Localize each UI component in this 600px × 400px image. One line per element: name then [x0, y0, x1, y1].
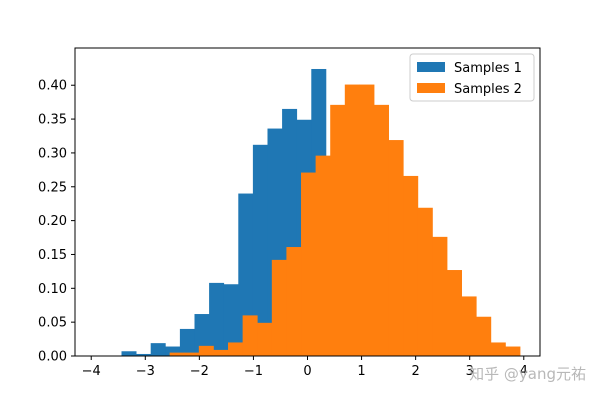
bar-series-1 — [194, 314, 210, 356]
bar-series-2 — [169, 352, 185, 356]
x-tick-label: 4 — [520, 364, 528, 379]
x-tick-label: −2 — [190, 364, 209, 379]
y-tick-label: 0.00 — [38, 350, 67, 365]
x-tick-label: 2 — [411, 364, 419, 379]
bar-series-2 — [461, 296, 477, 356]
bar-series-2 — [447, 270, 462, 356]
bar-series-2 — [242, 315, 258, 356]
y-tick-label: 0.15 — [38, 248, 67, 263]
bar-series-2 — [213, 349, 229, 356]
x-tick-label: −1 — [244, 364, 263, 379]
watermark: 知乎 @yang元祐 — [469, 365, 586, 383]
bar-series-2 — [490, 342, 506, 356]
bar-series-2 — [257, 322, 273, 356]
legend-swatch — [417, 83, 445, 93]
bar-series-1 — [209, 282, 225, 356]
bar-series-2 — [505, 346, 521, 356]
bar-series-2 — [198, 345, 214, 356]
bar-series-2 — [301, 172, 317, 356]
bar-series-2 — [344, 84, 360, 357]
bar-series-1 — [165, 346, 181, 356]
bar-series-2 — [432, 236, 448, 356]
bar-series-1 — [121, 351, 137, 356]
x-tick-label: −3 — [136, 364, 155, 379]
y-tick-label: 0.30 — [38, 146, 67, 161]
bar-series-2 — [388, 140, 404, 356]
legend: Samples 1 Samples 2 — [409, 53, 535, 102]
bar-series-2 — [374, 104, 390, 356]
legend-label: Samples 2 — [454, 82, 522, 97]
bars-layer — [121, 68, 521, 357]
bar-series-2 — [476, 316, 492, 356]
y-tick-label: 0.10 — [38, 282, 67, 297]
x-tick-label: 1 — [357, 364, 365, 379]
x-tick-label: 0 — [303, 364, 311, 379]
y-tick-label: 0.40 — [38, 79, 67, 94]
bar-series-2 — [330, 104, 346, 356]
bar-series-1 — [136, 353, 152, 356]
x-tick-label: 3 — [466, 364, 474, 379]
bar-series-2 — [315, 155, 331, 356]
bar-series-2 — [184, 352, 200, 356]
bar-series-2 — [417, 207, 433, 356]
legend-swatch — [417, 62, 445, 72]
x-axis: −4 −3 −2 −1 0 1 2 3 4 — [82, 356, 528, 379]
bar-series-2 — [359, 84, 375, 357]
bar-series-2 — [271, 259, 287, 356]
legend-label: Samples 1 — [454, 61, 522, 76]
y-tick-label: 0.35 — [38, 113, 67, 128]
bar-series-2 — [228, 342, 244, 356]
bar-series-1 — [179, 328, 195, 356]
x-tick-label: −4 — [82, 364, 101, 379]
bar-series-2 — [286, 247, 302, 356]
bar-series-2 — [403, 175, 419, 356]
bar-series-1 — [150, 343, 166, 356]
y-tick-label: 0.20 — [38, 214, 67, 229]
y-tick-label: 0.05 — [38, 316, 67, 331]
bar-series-1 — [223, 284, 239, 356]
bar-series-1 — [252, 144, 268, 356]
y-tick-label: 0.25 — [38, 180, 67, 195]
y-axis: 0.00 0.05 0.10 0.15 0.20 0.25 0.30 0.35 0.40 — [38, 79, 75, 365]
